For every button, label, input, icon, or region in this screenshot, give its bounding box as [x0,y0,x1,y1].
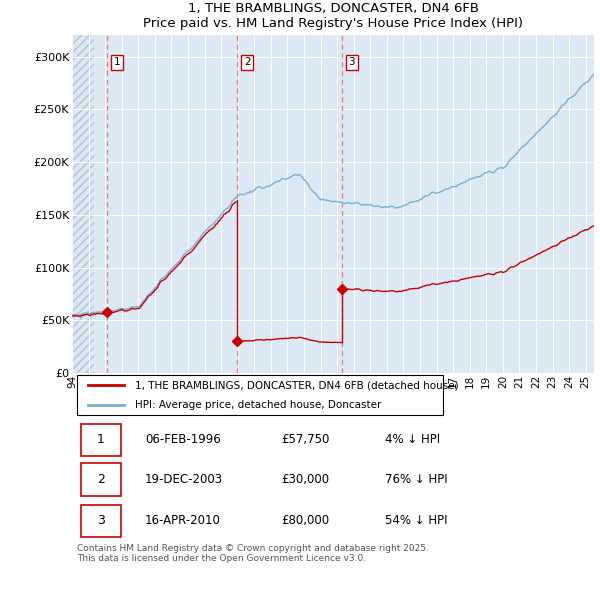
Text: 2: 2 [244,57,250,67]
Text: HPI: Average price, detached house, Doncaster: HPI: Average price, detached house, Donc… [134,401,381,411]
Bar [82,424,121,456]
Text: 76% ↓ HPI: 76% ↓ HPI [385,473,448,486]
Text: 1, THE BRAMBLINGS, DONCASTER, DN4 6FB (detached house): 1, THE BRAMBLINGS, DONCASTER, DN4 6FB (d… [134,380,458,390]
Text: 06-FEB-1996: 06-FEB-1996 [145,433,221,446]
Text: 4% ↓ HPI: 4% ↓ HPI [385,433,440,446]
Text: £30,000: £30,000 [281,473,329,486]
Text: 1: 1 [97,433,105,446]
Text: £80,000: £80,000 [281,514,329,527]
Bar [82,504,121,537]
Text: 3: 3 [349,57,355,67]
Text: 1: 1 [113,57,120,67]
Text: Contains HM Land Registry data © Crown copyright and database right 2025.
This d: Contains HM Land Registry data © Crown c… [77,544,429,563]
Text: 16-APR-2010: 16-APR-2010 [145,514,221,527]
Bar [82,464,121,496]
Text: 3: 3 [97,514,105,527]
Text: £57,750: £57,750 [281,433,329,446]
Text: 19-DEC-2003: 19-DEC-2003 [145,473,223,486]
Bar [77,375,443,415]
Text: 54% ↓ HPI: 54% ↓ HPI [385,514,448,527]
Title: 1, THE BRAMBLINGS, DONCASTER, DN4 6FB
Price paid vs. HM Land Registry's House Pr: 1, THE BRAMBLINGS, DONCASTER, DN4 6FB Pr… [143,2,523,30]
Bar [72,35,94,373]
Text: 2: 2 [97,473,105,486]
